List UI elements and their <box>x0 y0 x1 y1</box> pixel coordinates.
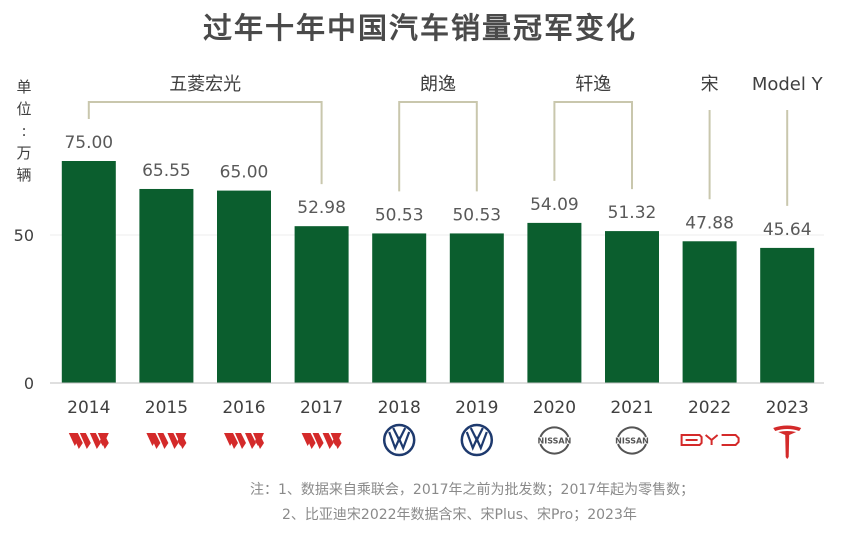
footnote-line: 注：1、数据来自乘联会，2017年之前为批发数；2017年起为零售数； <box>250 481 694 498</box>
footnote-line: 2、比亚迪宋2022年数据含宋、宋Plus、宋Pro；2023年 <box>282 507 637 523</box>
x-tick-label: 2014 <box>67 398 110 418</box>
group-bracket <box>553 101 633 190</box>
data-label: 45.64 <box>763 220 812 240</box>
x-tick-label: 2018 <box>378 398 421 418</box>
brand-group-label: 五菱宏光 <box>169 74 241 95</box>
data-label: 52.98 <box>297 198 346 218</box>
wuling-logo-icon <box>68 433 109 449</box>
bar <box>682 241 737 383</box>
x-tick-label: 2022 <box>688 398 731 418</box>
data-label: 47.88 <box>685 213 734 233</box>
data-label: 65.00 <box>220 163 269 183</box>
bar <box>294 226 349 383</box>
bars <box>61 161 815 383</box>
x-axis-ticks: 2014 2015 2016 2017 2018 2019 2020 2021 2022 2023 <box>67 398 809 418</box>
value-labels: 75.00 65.55 65.00 52.98 50.53 50.53 54.09 51.32… <box>64 133 811 240</box>
bar <box>61 161 116 383</box>
brand-group-label: Model Y <box>752 74 824 95</box>
bar <box>217 190 271 383</box>
bar <box>527 222 582 383</box>
data-label: 50.53 <box>375 205 424 225</box>
y-axis-ticks: 0 50 <box>14 226 34 393</box>
byd-logo-icon <box>680 434 740 446</box>
data-label: 51.32 <box>608 203 657 223</box>
x-tick-label: 2019 <box>455 398 498 418</box>
x-tick-label: 2017 <box>300 398 343 418</box>
group-bracket <box>398 101 478 192</box>
bar <box>605 231 659 383</box>
data-label: 65.55 <box>142 161 191 181</box>
y-unit-char: 位 <box>16 100 31 118</box>
bar <box>760 247 815 383</box>
y-unit-char: 单 <box>16 78 31 96</box>
nissan-logo-icon: NISSAN <box>615 426 649 455</box>
y-tick-label: 0 <box>24 374 34 393</box>
x-tick-label: 2020 <box>533 398 576 418</box>
bar <box>449 233 504 383</box>
data-label: 50.53 <box>452 205 501 225</box>
y-axis-unit-label: 单位: 万辆 <box>16 78 31 184</box>
chart-title: 过年十年中国汽车销量冠军变化 <box>203 11 637 45</box>
tesla-logo-icon <box>773 425 802 459</box>
volkswagen-logo-icon <box>382 423 416 457</box>
x-tick-label: 2021 <box>610 398 653 418</box>
brand-group-label: 宋 <box>701 74 719 95</box>
wuling-logo-icon <box>224 433 264 449</box>
wuling-logo-icon <box>146 433 187 449</box>
footnotes: 注：1、数据来自乘联会，2017年之前为批发数；2017年起为零售数； 2、比亚迪… <box>250 481 694 523</box>
y-unit-char: 辆 <box>16 166 31 184</box>
x-tick-label: 2023 <box>766 398 809 418</box>
x-tick-label: 2015 <box>145 398 188 418</box>
y-unit-char: : <box>21 122 26 140</box>
brand-group-brackets: 五菱宏光 朗逸 轩逸 宋 Model Y <box>87 74 824 206</box>
data-label: 75.00 <box>64 133 113 153</box>
nissan-logo-icon: NISSAN <box>538 426 572 455</box>
bar <box>372 233 427 383</box>
wuling-logo-icon <box>301 433 342 449</box>
bar <box>139 188 194 383</box>
svg-text:NISSAN: NISSAN <box>538 437 572 446</box>
y-tick-label: 50 <box>14 226 34 245</box>
brand-group-label: 轩逸 <box>575 74 611 95</box>
svg-text:NISSAN: NISSAN <box>615 437 649 446</box>
x-tick-label: 2016 <box>222 398 265 418</box>
data-label: 54.09 <box>530 195 579 215</box>
brand-logos: NISSAN NISSAN <box>68 423 802 459</box>
y-unit-char: 万 <box>16 144 31 162</box>
brand-group-label: 朗逸 <box>420 74 456 95</box>
group-bracket <box>87 101 323 185</box>
volkswagen-logo-icon <box>460 423 494 457</box>
